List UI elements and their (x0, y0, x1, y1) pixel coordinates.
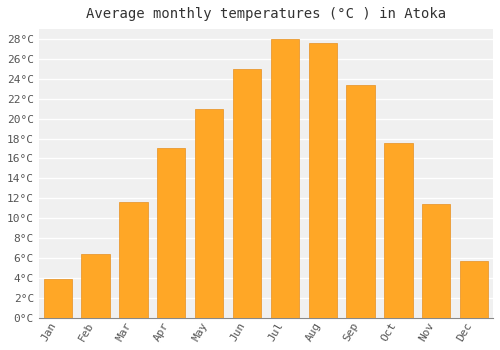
Bar (422, 204, 450, 318)
Bar (270, 39, 299, 318)
Bar (346, 85, 375, 318)
Bar (157, 147, 186, 318)
Title: Average monthly temperatures (°C ) in Atoka: Average monthly temperatures (°C ) in At… (86, 7, 446, 21)
Bar (82, 254, 110, 318)
Bar (195, 109, 224, 318)
Bar (384, 142, 412, 318)
Bar (233, 69, 261, 318)
Bar (44, 279, 72, 318)
Bar (119, 202, 148, 318)
Bar (460, 261, 488, 318)
Bar (308, 43, 337, 318)
